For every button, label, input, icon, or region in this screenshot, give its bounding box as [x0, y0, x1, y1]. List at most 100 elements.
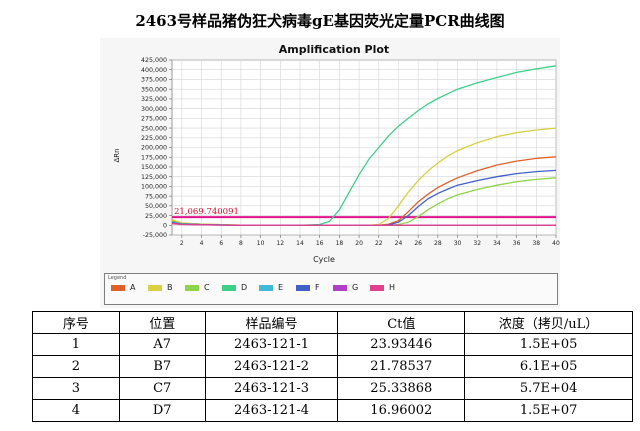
series-line-h: [171, 223, 556, 226]
x-tick-label: 8: [239, 240, 243, 247]
legend-entry-b: B: [148, 283, 173, 292]
cell-ct-value: 25.33868: [337, 377, 466, 400]
y-tick-label: 275,000: [141, 116, 167, 123]
legend-swatch: [222, 284, 236, 291]
legend-label: A: [130, 283, 136, 292]
legend-swatch: [185, 284, 199, 291]
y-tick-label: 0: [163, 222, 167, 229]
x-tick-label: 32: [473, 240, 481, 247]
legend-swatch: [370, 284, 384, 291]
legend-label: E: [278, 283, 284, 292]
cell-concentration: 5.7E+04: [464, 377, 633, 400]
cell-ct-value: 23.93446: [337, 333, 466, 356]
y-tick-label: 25,000: [145, 213, 167, 220]
cell-concentration: 1.5E+07: [464, 399, 633, 422]
cell-concentration: 1.5E+05: [464, 333, 633, 356]
x-tick-label: 36: [513, 240, 521, 247]
x-tick-label: 20: [355, 240, 363, 247]
legend-entry-e: E: [259, 283, 283, 292]
y-tick-label: 50,000: [145, 203, 167, 210]
y-tick-label: 325,000: [141, 96, 167, 103]
x-tick-label: 24: [395, 240, 403, 247]
chart-title: Amplification Plot: [279, 43, 389, 56]
x-tick-label: 22: [375, 240, 383, 247]
y-tick-label: 425,000: [141, 57, 167, 64]
x-tick-label: 30: [454, 240, 462, 247]
table-row: 2 B7 2463-121-2 21.78537 6.1E+05: [32, 355, 633, 378]
legend-entry-a: A: [111, 283, 135, 292]
table-row: 3 C7 2463-121-3 25.33868 5.7E+04: [32, 377, 633, 400]
legend-label: G: [352, 283, 359, 292]
x-tick-label: 28: [434, 240, 442, 247]
legend-label: F: [315, 283, 320, 292]
legend-entry-h: H: [370, 283, 395, 292]
table-row: 1 A7 2463-121-1 23.93446 1.5E+05: [32, 333, 633, 356]
x-tick-label: 10: [257, 240, 265, 247]
x-axis-label: Cycle: [313, 255, 335, 264]
cell-ct-value: 21.78537: [337, 355, 466, 378]
x-tick-label: 6: [219, 240, 223, 247]
y-tick-label: 175,000: [141, 154, 167, 161]
y-tick-label: 100,000: [141, 184, 167, 191]
x-tick-label: 18: [336, 240, 344, 247]
legend-entry-g: G: [333, 283, 358, 292]
y-tick-label: 125,000: [141, 174, 167, 181]
cell-sample-id: 2463-121-1: [204, 333, 339, 356]
y-tick-label: 225,000: [141, 135, 167, 142]
x-tick-label: 12: [276, 240, 284, 247]
legend-entry-c: C: [185, 283, 210, 292]
cell-sample-id: 2463-121-4: [204, 399, 339, 422]
header-sample-id: 样品编号: [204, 311, 339, 334]
x-tick-label: 16: [316, 240, 324, 247]
legend-entry-d: D: [222, 283, 247, 292]
legend-swatch: [111, 284, 125, 291]
y-tick-label: 250,000: [141, 125, 167, 132]
y-tick-label: -25,000: [143, 232, 167, 239]
x-tick-label: 38: [532, 240, 540, 247]
header-position: 位置: [118, 311, 206, 334]
x-tick-label: 34: [493, 240, 501, 247]
page-title: 2463号样品猪伪狂犬病毒gE基因荧光定量PCR曲线图: [135, 12, 505, 30]
legend-swatch: [259, 284, 273, 291]
cell-index: 2: [32, 355, 120, 378]
y-tick-label: 350,000: [141, 86, 167, 93]
header-ct-value: Ct值: [337, 311, 466, 334]
legend-title: Legend: [108, 275, 127, 281]
legend-label: D: [241, 283, 248, 292]
x-tick-label: 14: [296, 240, 304, 247]
cell-ct-value: 16.96002: [337, 399, 466, 422]
cell-sample-id: 2463-121-3: [204, 377, 339, 400]
y-tick-label: 75,000: [145, 193, 167, 200]
cell-sample-id: 2463-121-2: [204, 355, 339, 378]
table-header-row: 序号 位置 样品编号 Ct值 浓度（拷贝/uL）: [32, 311, 633, 334]
legend-label: H: [389, 283, 396, 292]
results-table: 序号 位置 样品编号 Ct值 浓度（拷贝/uL） 1 A7 2463-121-1…: [32, 311, 633, 422]
cell-position: C7: [118, 377, 206, 400]
legend-label: C: [204, 283, 210, 292]
y-tick-label: 150,000: [141, 164, 167, 171]
y-tick-label: 400,000: [141, 67, 167, 74]
cell-index: 4: [32, 399, 120, 422]
header-index: 序号: [32, 311, 120, 334]
x-tick-label: 2: [180, 240, 184, 247]
cell-index: 3: [32, 377, 120, 400]
cell-index: 1: [32, 333, 120, 356]
x-tick-label: 4: [200, 240, 204, 247]
threshold-label: 21,069.740091: [174, 207, 239, 217]
cell-position: B7: [118, 355, 206, 378]
table-row: 4 D7 2463-121-4 16.96002 1.5E+07: [32, 399, 633, 422]
y-tick-label: 300,000: [141, 106, 167, 113]
legend-entry-f: F: [296, 283, 320, 292]
x-tick-label: 40: [552, 240, 560, 247]
y-axis-label: ΔRn: [113, 148, 121, 162]
header-concentration: 浓度（拷贝/uL）: [464, 311, 633, 334]
y-tick-label: 200,000: [141, 145, 167, 152]
amplification-plot: -25,000 0 25,000 50,000 75,000 100,000 125,000…: [113, 43, 560, 264]
y-tick-label: 375,000: [141, 77, 167, 84]
cell-concentration: 6.1E+05: [464, 355, 633, 378]
x-tick-label: 26: [414, 240, 422, 247]
legend-label: B: [167, 283, 173, 292]
legend-swatch: [333, 284, 347, 291]
cell-position: A7: [118, 333, 206, 356]
legend-swatch: [296, 284, 310, 291]
